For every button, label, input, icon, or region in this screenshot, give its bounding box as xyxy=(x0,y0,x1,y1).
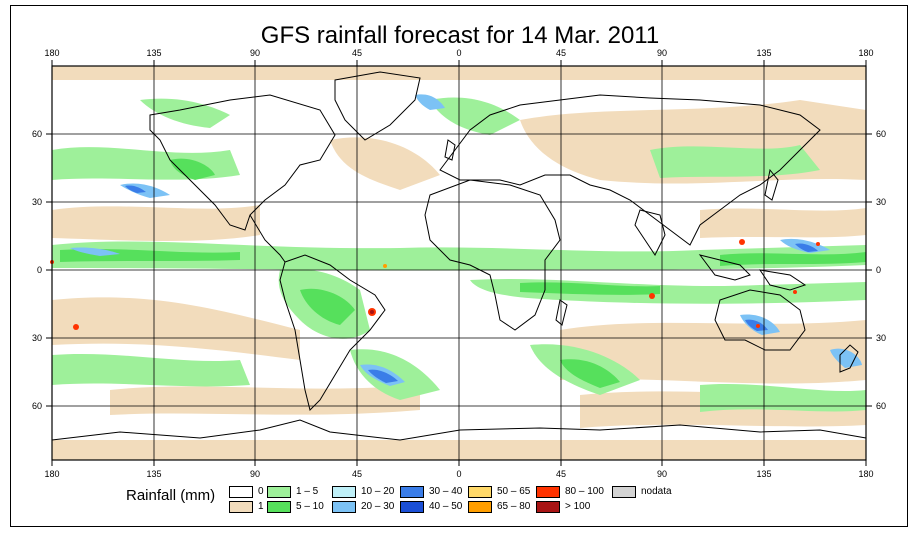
legend-swatch-1 xyxy=(229,501,253,513)
legend-swatch-10 xyxy=(536,486,560,498)
bottom-tick-label: 45 xyxy=(556,469,566,479)
legend-title: Rainfall (mm) xyxy=(126,487,216,504)
right-tick-label: 30 xyxy=(876,197,886,207)
legend-swatch-0 xyxy=(229,486,253,498)
legend-label-11: > 100 xyxy=(565,501,591,512)
left-tick-label: 30 xyxy=(32,333,42,343)
top-tick-label: 0 xyxy=(456,48,461,58)
top-tick-label: 180 xyxy=(44,48,59,58)
left-tick-label: 30 xyxy=(32,197,42,207)
tick-marks xyxy=(46,60,872,466)
right-tick-label: 0 xyxy=(876,265,881,275)
top-tick-label: 45 xyxy=(352,48,362,58)
bottom-tick-label: 135 xyxy=(146,469,161,479)
legend-label-12: nodata xyxy=(641,486,672,497)
bottom-tick-label: 180 xyxy=(44,469,59,479)
legend-swatch-11 xyxy=(536,501,560,513)
bottom-tick-label: 90 xyxy=(250,469,260,479)
legend-label-10: 80 – 100 xyxy=(565,486,604,497)
top-tick-label: 90 xyxy=(657,48,667,58)
bottom-tick-label: 45 xyxy=(352,469,362,479)
top-tick-label: 135 xyxy=(146,48,161,58)
legend-label-4: 10 – 20 xyxy=(361,486,395,497)
top-tick-label: 180 xyxy=(858,48,873,58)
legend-swatch-3 xyxy=(267,501,291,513)
legend-label-2: 1 – 5 xyxy=(296,486,319,497)
legend-label-8: 50 – 65 xyxy=(497,486,531,497)
left-tick-label: 60 xyxy=(32,129,42,139)
legend-swatch-5 xyxy=(332,501,356,513)
top-tick-label: 90 xyxy=(250,48,260,58)
legend-swatch-2 xyxy=(267,486,291,498)
legend-swatch-4 xyxy=(332,486,356,498)
legend-swatch-6 xyxy=(400,486,424,498)
left-tick-label: 0 xyxy=(37,265,42,275)
legend-label-6: 30 – 40 xyxy=(429,486,463,497)
bottom-tick-label: 0 xyxy=(456,469,461,479)
top-tick-label: 45 xyxy=(556,48,566,58)
bottom-tick-label: 135 xyxy=(756,469,771,479)
legend-label-1: 1 xyxy=(258,501,264,512)
right-tick-label: 30 xyxy=(876,333,886,343)
coastlines xyxy=(51,71,867,441)
legend-label-0: 0 xyxy=(258,486,264,497)
map-title: GFS rainfall forecast for 14 Mar. 2011 xyxy=(260,22,660,49)
legend-swatch-7 xyxy=(400,501,424,513)
left-tick-label: 60 xyxy=(32,401,42,411)
right-tick-label: 60 xyxy=(876,401,886,411)
legend-label-7: 40 – 50 xyxy=(429,501,463,512)
rain-5-10mm-areas xyxy=(60,158,866,388)
bottom-tick-label: 90 xyxy=(657,469,667,479)
legend-label-5: 20 – 30 xyxy=(361,501,395,512)
legend-swatch-12 xyxy=(612,486,636,498)
legend-swatch-8 xyxy=(468,486,492,498)
right-tick-label: 60 xyxy=(876,129,886,139)
top-tick-label: 135 xyxy=(756,48,771,58)
legend-label-3: 5 – 10 xyxy=(296,501,324,512)
legend-label-9: 65 – 80 xyxy=(497,501,531,512)
rain-heavy-spots xyxy=(50,239,820,330)
rain-1mm-areas xyxy=(52,66,866,460)
graticule xyxy=(52,66,866,460)
legend-swatch-9 xyxy=(468,501,492,513)
bottom-tick-label: 180 xyxy=(858,469,873,479)
